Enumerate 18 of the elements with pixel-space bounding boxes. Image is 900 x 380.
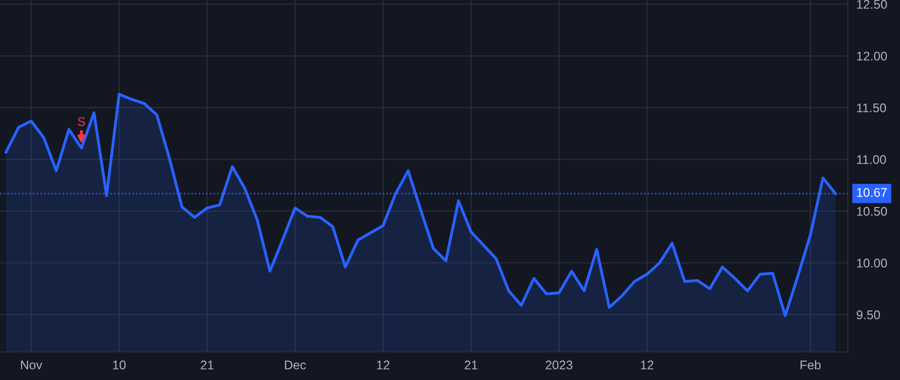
y-tick-label: 9.50 — [856, 310, 880, 320]
x-tick-label: Feb — [800, 360, 821, 370]
x-tick-label: 21 — [200, 360, 214, 370]
x-tick-label: Dec — [284, 360, 306, 370]
y-tick-label: 11.50 — [857, 103, 886, 112]
y-tick-label: 10.50 — [857, 206, 887, 216]
x-tick-label: 12 — [377, 360, 390, 370]
x-tick-label: Nov — [21, 360, 42, 370]
x-tick-label: 12 — [640, 360, 654, 370]
y-tick-label: 11.00 — [857, 155, 886, 164]
x-tick-label: 21 — [464, 360, 478, 370]
y-tick-label: 12.50 — [857, 0, 887, 9]
ref-line-label: 10.67 — [857, 188, 887, 197]
x-tick-label: 2023 — [546, 360, 572, 370]
annotation: S — [78, 117, 86, 126]
y-tick-label: 12.00 — [857, 52, 887, 61]
x-tick-label: 10 — [113, 360, 126, 370]
y-tick-label: 10.00 — [857, 258, 887, 268]
